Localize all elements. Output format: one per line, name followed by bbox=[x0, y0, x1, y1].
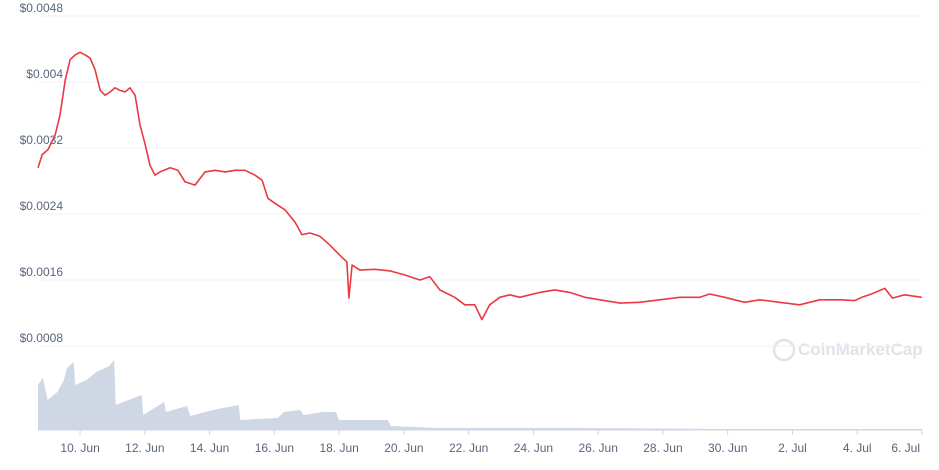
x-tick-label: 18. Jun bbox=[319, 441, 358, 455]
y-tick-label: $0.0048 bbox=[20, 1, 64, 15]
y-tick-label: $0.0024 bbox=[20, 199, 64, 213]
price-line bbox=[37, 51, 922, 321]
x-tick-label: 30. Jun bbox=[708, 441, 747, 455]
x-tick-label: 4. Jul bbox=[843, 441, 872, 455]
y-tick-label: $0.0008 bbox=[20, 331, 64, 345]
watermark-text: CoinMarketCap bbox=[798, 340, 923, 359]
x-tick-label: 28. Jun bbox=[643, 441, 682, 455]
x-tick-label: 2. Jul bbox=[778, 441, 807, 455]
y-tick-label: $0.0032 bbox=[20, 133, 64, 147]
x-tick-label: 26. Jun bbox=[579, 441, 618, 455]
x-tick-label: 12. Jun bbox=[125, 441, 164, 455]
x-tick-label: 16. Jun bbox=[255, 441, 294, 455]
y-tick-label: $0.0016 bbox=[20, 265, 64, 279]
watermark: CoinMarketCap bbox=[772, 338, 923, 362]
x-tick-label: 14. Jun bbox=[190, 441, 229, 455]
watermark-logo bbox=[772, 338, 796, 362]
volume-area bbox=[38, 360, 922, 430]
x-tick-label: 6. Jul bbox=[891, 441, 920, 455]
x-tick-label: 20. Jun bbox=[384, 441, 423, 455]
x-tick-label: 24. Jun bbox=[514, 441, 553, 455]
x-tick-label: 10. Jun bbox=[60, 441, 99, 455]
x-tick-label: 22. Jun bbox=[449, 441, 488, 455]
y-tick-label: $0.004 bbox=[26, 67, 63, 81]
